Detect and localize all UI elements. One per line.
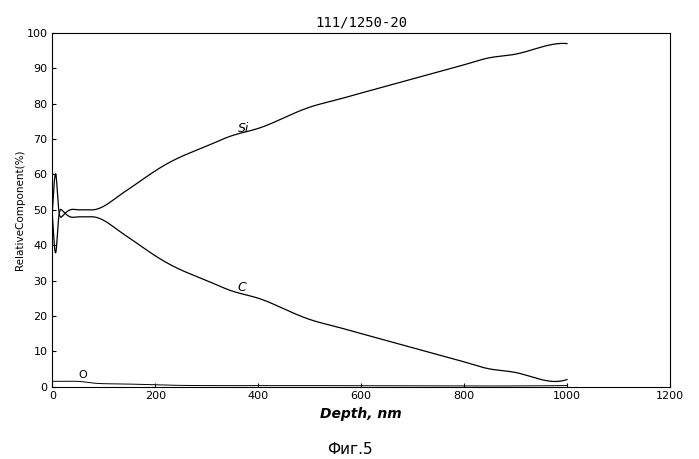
Text: C: C bbox=[238, 281, 246, 294]
Title: 111/1250-20: 111/1250-20 bbox=[315, 15, 407, 29]
X-axis label: Depth, nm: Depth, nm bbox=[320, 407, 402, 421]
Text: Si: Si bbox=[238, 122, 249, 135]
Text: O: O bbox=[78, 370, 87, 380]
Y-axis label: RelativeComponent(%): RelativeComponent(%) bbox=[15, 150, 25, 270]
Text: Фиг.5: Фиг.5 bbox=[326, 442, 373, 458]
